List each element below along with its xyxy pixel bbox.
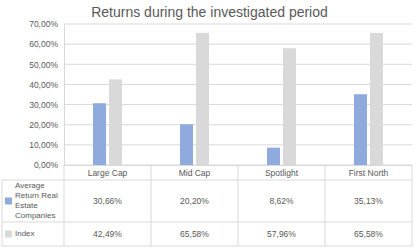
x-tick-label: Spotlight	[265, 168, 299, 178]
y-tick-label: 50,00%	[29, 60, 58, 70]
x-tick: Mid Cap	[179, 165, 211, 178]
y-tick-label: 40,00%	[29, 80, 58, 90]
table-value: 65,58%	[354, 229, 383, 239]
x-tick-label: Large Cap	[88, 168, 128, 178]
y-tick-label: 30,00%	[29, 100, 58, 110]
y-tick-label: 60,00%	[29, 39, 58, 49]
y-axis: 0,00% 10,00% 20,00% 30,00% 40,00% 50,00% 60,00…	[29, 19, 64, 170]
table-line	[151, 165, 152, 246]
y-tick: 70,00%	[29, 19, 64, 29]
table-value: 8,62%	[269, 196, 294, 206]
table-line	[2, 180, 3, 246]
y-tick-label: 0,00%	[34, 160, 59, 170]
legend-key	[5, 231, 12, 238]
y-tick-label: 70,00%	[29, 19, 58, 29]
y-tick: 20,00%	[29, 120, 64, 130]
y-tick-label: 10,00%	[29, 140, 58, 150]
table-value: 57,96%	[267, 229, 296, 239]
table-line	[238, 165, 239, 246]
x-tick-label: Mid Cap	[179, 168, 211, 178]
y-tick: 0,00%	[34, 160, 64, 170]
y-tick: 10,00%	[29, 140, 64, 150]
table-line	[325, 165, 326, 246]
legend-label: Index	[15, 229, 62, 239]
bar	[109, 79, 122, 165]
x-tick-label: First North	[349, 168, 389, 178]
bar	[93, 103, 106, 165]
chart: Returns during the investigated period 0,…	[0, 0, 419, 250]
y-tick: 40,00%	[29, 80, 64, 90]
y-tick: 30,00%	[29, 100, 64, 110]
bar	[180, 124, 193, 165]
grid	[64, 24, 412, 165]
table-value: 42,49%	[93, 229, 122, 239]
grid-line	[64, 44, 412, 45]
x-tick: Large Cap	[88, 165, 128, 178]
legend-label: Average Return Real Estate Companies	[15, 181, 62, 221]
y-axis-line	[64, 25, 65, 166]
bar	[283, 48, 296, 165]
bar	[196, 33, 209, 165]
bar	[267, 148, 280, 165]
title: Returns during the investigated period	[91, 4, 328, 20]
grid-line	[64, 24, 412, 25]
grid-line	[64, 64, 412, 65]
table-value: 35,13%	[354, 196, 383, 206]
y-tick: 60,00%	[29, 39, 64, 49]
data-table: 30,66% 20,20% 8,62% 35,13% 42,49% 65,58% 57,96…	[2, 165, 412, 246]
x-tick: Spotlight	[265, 165, 299, 178]
table-value: 30,66%	[93, 196, 122, 206]
bars	[93, 33, 383, 165]
y-tick: 50,00%	[29, 60, 64, 70]
legend-key	[5, 198, 12, 205]
table-line	[64, 165, 65, 246]
table-value: 20,20%	[180, 196, 209, 206]
bar	[370, 33, 383, 165]
y-tick-label: 20,00%	[29, 120, 58, 130]
table-line	[412, 165, 413, 246]
table-value: 65,58%	[180, 229, 209, 239]
x-tick: First North	[349, 165, 389, 178]
bar	[354, 94, 367, 165]
